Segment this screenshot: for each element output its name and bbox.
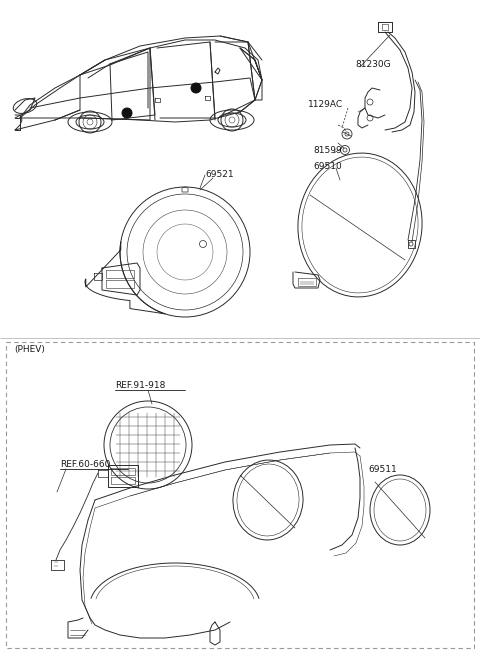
Circle shape — [122, 108, 132, 118]
Text: 81230G: 81230G — [355, 60, 391, 69]
Text: 69510: 69510 — [313, 162, 342, 171]
Text: 81599: 81599 — [313, 146, 342, 155]
Circle shape — [191, 83, 201, 93]
Text: 69511: 69511 — [368, 465, 397, 474]
Text: (PHEV): (PHEV) — [14, 345, 45, 354]
Text: 69521: 69521 — [205, 170, 234, 179]
Text: REF.91-918: REF.91-918 — [115, 381, 166, 390]
Text: 1129AC: 1129AC — [308, 100, 343, 109]
Text: REF.60-660: REF.60-660 — [60, 460, 110, 469]
